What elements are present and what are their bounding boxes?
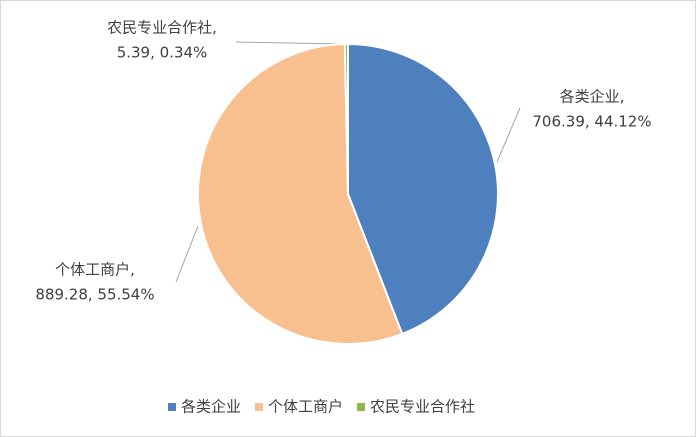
legend-label: 各类企业 [181,398,241,416]
data-label: 889.28, 55.54% [35,286,154,304]
legend-swatch [255,403,264,411]
data-label: 各类企业, [560,88,625,106]
leader-line [175,225,199,283]
data-label: 个体工商户, [55,261,135,279]
leader-line [496,107,521,163]
pie-slice [197,43,404,345]
legend-swatch [168,403,176,411]
data-label: 农民专业合作社, [107,19,217,37]
legend-label: 农民专业合作社 [370,398,475,416]
pie-slice [343,42,349,195]
data-label: 5.39, 0.34% [117,44,208,62]
data-label: 706.39, 44.12% [532,113,651,131]
legend-swatch [357,403,366,411]
leader-line [235,41,346,45]
legend-label: 个体工商户 [268,398,343,416]
pie-slice [347,42,499,336]
